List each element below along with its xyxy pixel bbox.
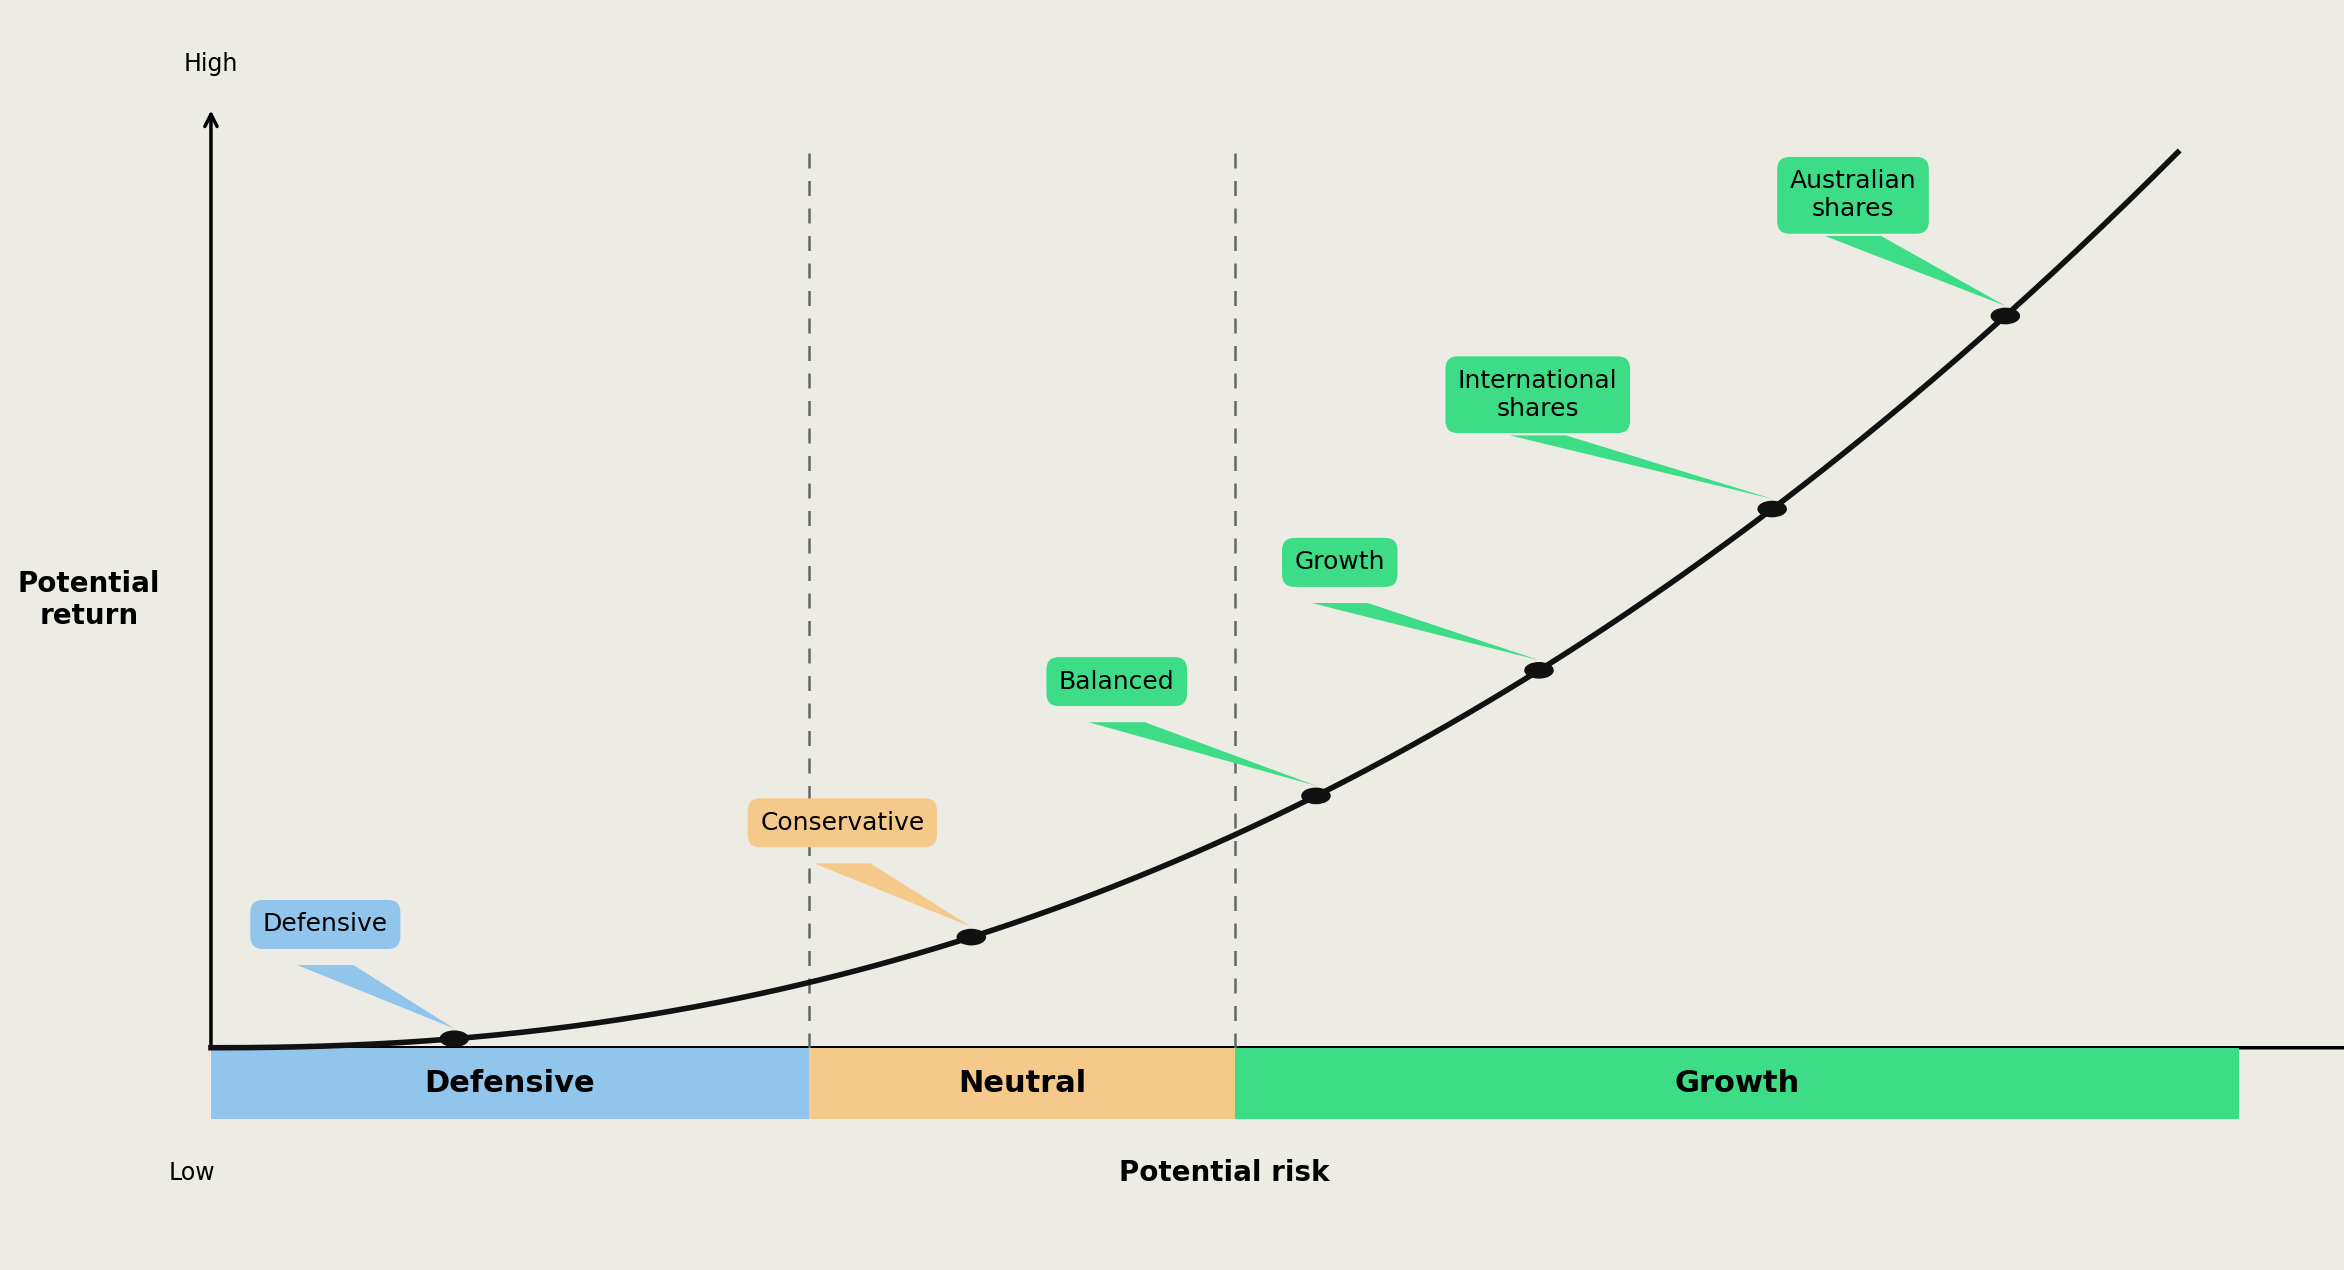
Text: International
shares: International shares (1458, 368, 1617, 420)
Text: High: High (183, 52, 239, 76)
Text: Neutral: Neutral (959, 1069, 1085, 1099)
Text: Low: Low (169, 1161, 216, 1185)
Text: Defensive: Defensive (263, 912, 387, 936)
Text: Balanced: Balanced (1059, 669, 1174, 693)
Text: Growth: Growth (1674, 1069, 1800, 1099)
Text: Potential
return: Potential return (19, 570, 159, 630)
Text: Defensive: Defensive (424, 1069, 595, 1099)
Text: Potential risk: Potential risk (1120, 1158, 1329, 1186)
Text: Australian
shares: Australian shares (1791, 169, 1917, 221)
Text: Conservative: Conservative (759, 810, 924, 834)
Text: Growth: Growth (1294, 550, 1385, 574)
